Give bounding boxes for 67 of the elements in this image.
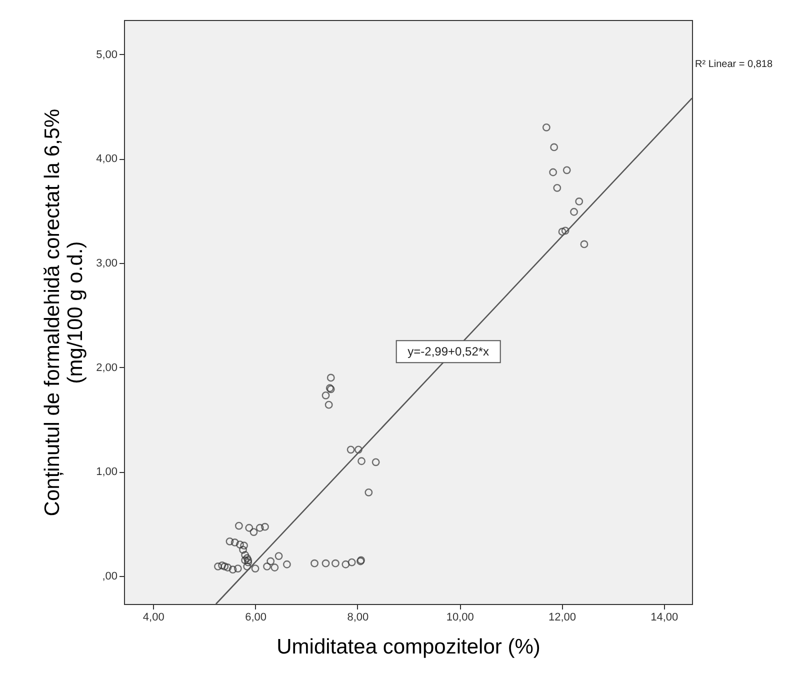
point — [342, 560, 350, 568]
y-tick-label: ,00 — [102, 570, 118, 582]
point — [261, 522, 269, 531]
point — [243, 554, 252, 562]
point — [240, 542, 248, 550]
point — [230, 538, 239, 546]
point — [245, 524, 254, 532]
point — [218, 561, 226, 570]
point — [244, 558, 252, 566]
point — [324, 400, 333, 409]
text: R² Linear = 0,818 — [695, 59, 773, 70]
point — [224, 564, 232, 572]
x-tick-label: 12,00 — [548, 612, 576, 624]
point — [214, 562, 222, 570]
point — [549, 168, 558, 176]
point — [354, 446, 362, 454]
point — [220, 562, 229, 570]
point — [553, 184, 562, 192]
point — [322, 391, 330, 400]
point — [274, 552, 283, 560]
point — [562, 166, 571, 174]
y-axis-title: Conținutul de formaldehidă corectat la 6,5% (mg/100 g o.d.) — [41, 108, 88, 516]
point — [346, 446, 355, 454]
x-tick-label: 4,00 — [142, 612, 164, 624]
point — [263, 562, 271, 570]
point — [270, 564, 279, 572]
point — [332, 559, 340, 568]
point — [236, 540, 244, 549]
point — [580, 240, 588, 248]
point — [326, 374, 335, 382]
point — [244, 556, 252, 564]
x-tick-label: 14,00 — [650, 612, 678, 624]
point — [372, 458, 380, 466]
x-tick-label: 10,00 — [446, 612, 474, 624]
point — [550, 143, 558, 152]
point — [239, 546, 247, 554]
x-tick-label: 8,00 — [347, 612, 369, 624]
point — [558, 228, 566, 236]
y-tick-label: 5,00 — [96, 48, 118, 61]
point — [228, 566, 237, 574]
point — [570, 208, 578, 216]
point — [250, 528, 258, 536]
annotation: y=-2,99+0,52*x — [408, 344, 490, 359]
x-axis-title: Umiditatea compozitelor (%) — [276, 636, 540, 658]
point — [243, 562, 252, 570]
point — [282, 560, 291, 568]
point — [234, 564, 242, 572]
point — [358, 457, 366, 466]
x-tick-label: 6,00 — [245, 612, 266, 624]
point — [251, 564, 260, 572]
point — [575, 198, 584, 206]
y-tick-label: 4,00 — [96, 153, 118, 166]
point — [322, 559, 330, 568]
point — [364, 488, 373, 496]
y-tick-label: 1,00 — [96, 466, 118, 478]
point — [348, 558, 356, 566]
point — [241, 551, 250, 559]
point — [310, 559, 318, 568]
point — [561, 226, 570, 235]
point — [256, 524, 264, 532]
point — [241, 556, 250, 564]
point — [266, 557, 275, 566]
point — [226, 537, 234, 546]
point — [542, 123, 550, 132]
y-tick-label: 3,00 — [96, 257, 118, 270]
point — [234, 522, 243, 530]
y-tick-label: 2,00 — [96, 362, 118, 374]
